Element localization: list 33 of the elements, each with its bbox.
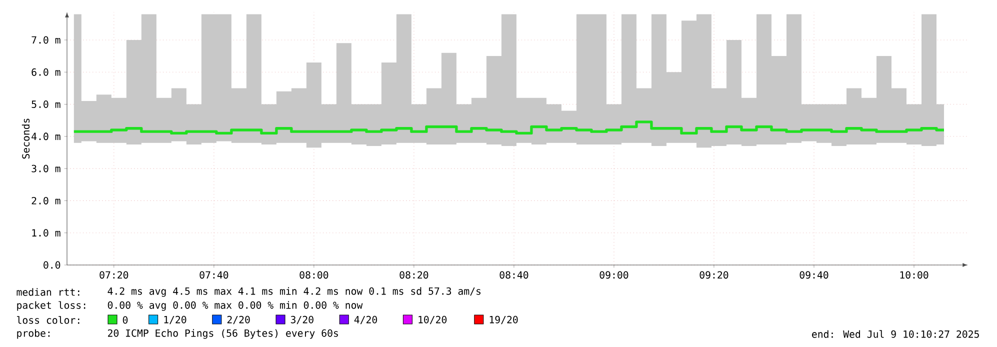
x-tick-label: 10:00 [900, 271, 928, 279]
legend-label: 19/20 [490, 316, 518, 324]
y-tick-label: 3.0 m [32, 164, 60, 172]
legend-label: 2/20 [227, 316, 250, 324]
y-tick-label: 5.0 m [32, 100, 60, 108]
y-tick-label: 0.0 [44, 261, 60, 269]
legend-label: 1/20 [164, 316, 186, 324]
legend-label: 4/20 [354, 316, 377, 324]
y-tick-label: 4.0 m [32, 132, 60, 140]
y-tick-label: 2.0 m [32, 196, 60, 204]
legend-label: 3/20 [290, 316, 314, 324]
text: 0.00 % avg 0.00 % max 0.00 % min 0.00 % now [108, 301, 363, 311]
text: probe: [17, 329, 50, 339]
x-tick-label: 08:00 [300, 271, 328, 279]
x-tick-label: 07:40 [200, 271, 228, 279]
x-tick-label: 08:20 [400, 271, 428, 279]
text: 4.2 ms avg 4.5 ms max 4.1 ms min 4.2 ms now 0.1 ms sd 57.3 am/s [108, 287, 480, 297]
x-tick-label: 09:00 [600, 271, 628, 279]
legend-label: 10/20 [418, 316, 447, 324]
y-axis-title: Seconds [22, 118, 30, 159]
x-tick-label: 09:20 [700, 271, 728, 279]
y-tick-label: 1.0 m [32, 229, 60, 237]
text: packet loss: [17, 301, 86, 311]
y-tick-label: 6.0 m [32, 68, 60, 76]
y-tick-label: 7.0 m [32, 36, 60, 44]
text: loss color: [17, 316, 80, 324]
text: 20 ICMP Echo Pings (56 Bytes) every 60s [108, 329, 338, 339]
x-tick-label: 09:40 [800, 271, 828, 279]
x-tick-label: 08:40 [500, 271, 528, 279]
text: end: Wed Jul 9 10:10:27 2025 [812, 330, 979, 338]
legend-label: 0 [122, 316, 128, 324]
x-tick-label: 07:20 [100, 271, 128, 279]
text: median rtt: [16, 288, 80, 296]
